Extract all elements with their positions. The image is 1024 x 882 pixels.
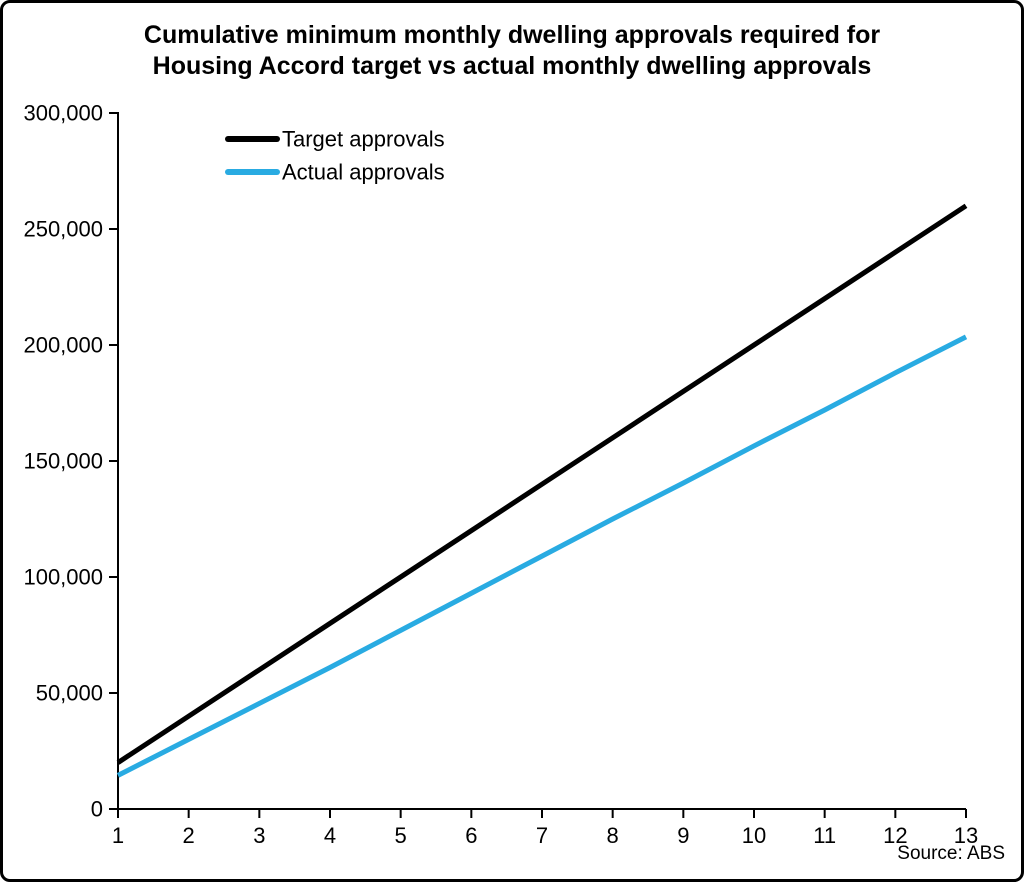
x-tick-label: 11 — [813, 823, 836, 848]
x-tick-label: 9 — [677, 823, 689, 848]
chart-title-line2: Housing Accord target vs actual monthly … — [152, 52, 872, 80]
x-tick-label: 12 — [883, 823, 907, 848]
target-approvals-line — [116, 203, 968, 765]
legend-label-target-approvals: Target approvals — [282, 127, 445, 152]
x-tick-label: 3 — [253, 823, 265, 848]
x-tick-label: 6 — [465, 823, 477, 848]
chart-title-line1: Cumulative minimum monthly dwelling appr… — [143, 21, 881, 49]
x-tick-label: 7 — [536, 823, 548, 848]
x-tick-label: 4 — [324, 823, 336, 848]
x-tick-label: 8 — [607, 823, 619, 848]
source-note: Source: ABS — [897, 843, 1005, 864]
y-tick-label: 250,000 — [23, 217, 103, 242]
x-tick-label: 5 — [395, 823, 407, 848]
x-tick-label: 2 — [183, 823, 195, 848]
line-chart: 0 50,000 100,000 150,000 200,000 250,000 300,0… — [23, 101, 978, 848]
actual-approvals-line — [116, 334, 968, 778]
y-tick-label: 300,000 — [23, 101, 103, 126]
x-tick-label: 13 — [954, 823, 978, 848]
x-tick-label: 10 — [742, 823, 766, 848]
y-tick-label: 100,000 — [23, 565, 103, 590]
x-tick-label: 1 — [112, 823, 124, 848]
legend-label-actual-approvals: Actual approvals — [282, 160, 445, 185]
y-tick-label: 200,000 — [23, 333, 103, 358]
chart-title: Cumulative minimum monthly dwelling appr… — [3, 20, 1021, 82]
y-tick-label: 150,000 — [23, 449, 103, 474]
y-tick-label: 0 — [91, 797, 103, 822]
y-tick-label: 50,000 — [36, 681, 103, 706]
